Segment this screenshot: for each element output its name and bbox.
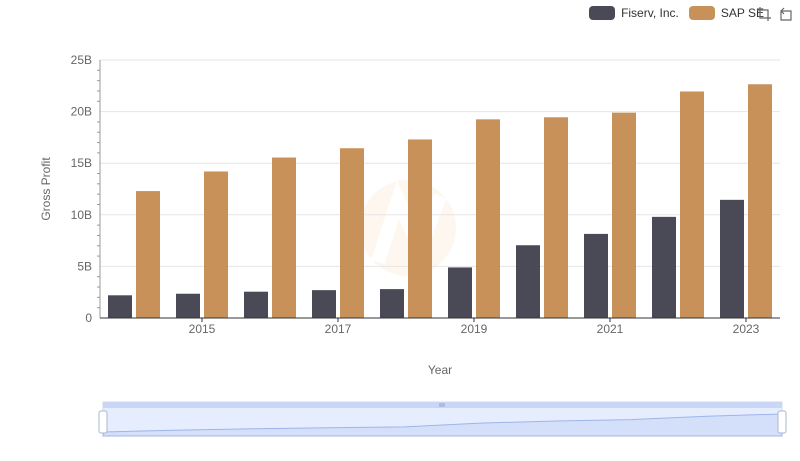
slider-grip-icon[interactable]: [439, 403, 445, 407]
bar-sap-2017[interactable]: [340, 148, 364, 318]
y-tick-label: 15B: [71, 156, 92, 170]
y-tick-label: 10B: [71, 208, 92, 222]
bar-sap-2018[interactable]: [408, 139, 432, 318]
x-tick-label: 2023: [733, 322, 760, 336]
y-tick-label: 5B: [77, 259, 92, 273]
bar-fiserv-2015[interactable]: [176, 293, 200, 318]
legend-label-sap: SAP SE: [720, 6, 764, 20]
chart-toolbar: [756, 6, 794, 22]
zoom-select-icon[interactable]: [756, 6, 772, 22]
bar-sap-2019[interactable]: [476, 119, 500, 318]
x-tick-label: 2017: [325, 322, 352, 336]
y-axis: 0 5B 10B 15B 20B 25B: [71, 53, 101, 325]
legend-swatch-sap: [688, 6, 715, 20]
bars-group: [108, 84, 772, 318]
y-axis-title: Gross Profit: [39, 157, 53, 221]
y-tick-label: 20B: [71, 105, 92, 119]
legend-swatch-fiserv: [589, 6, 616, 20]
bar-fiserv-2020[interactable]: [516, 245, 540, 318]
y-tick-label: 0: [85, 311, 92, 325]
bar-fiserv-2014[interactable]: [108, 295, 132, 318]
bar-fiserv-2017[interactable]: [312, 290, 336, 318]
bar-sap-2015[interactable]: [204, 171, 228, 318]
grid-lines: [100, 59, 780, 319]
legend-label-fiserv: Fiserv, Inc.: [621, 6, 679, 20]
bar-fiserv-2016[interactable]: [244, 291, 268, 318]
x-axis-title: Year: [428, 363, 452, 377]
bar-fiserv-2022[interactable]: [652, 216, 676, 318]
bar-sap-2020[interactable]: [544, 117, 568, 318]
bar-sap-2014[interactable]: [136, 191, 160, 318]
x-tick-label: 2015: [189, 322, 216, 336]
data-zoom-slider[interactable]: [98, 401, 787, 437]
bar-sap-2023[interactable]: [748, 84, 772, 318]
bar-fiserv-2018[interactable]: [380, 289, 404, 318]
zoom-reset-icon[interactable]: [778, 6, 794, 22]
y-tick-label: 25B: [71, 53, 92, 67]
x-tick-label: 2019: [461, 322, 488, 336]
bar-sap-2022[interactable]: [680, 91, 704, 318]
legend-item-sap[interactable]: SAP SE: [688, 6, 764, 20]
bar-sap-2021[interactable]: [612, 112, 636, 318]
bar-fiserv-2023[interactable]: [720, 199, 744, 318]
legend-item-fiserv[interactable]: Fiserv, Inc.: [589, 6, 679, 20]
bar-fiserv-2021[interactable]: [584, 233, 608, 318]
x-axis: 2015 2017 2019 2021 2023: [100, 317, 780, 336]
bar-sap-2016[interactable]: [272, 157, 296, 318]
bar-fiserv-2019[interactable]: [448, 267, 472, 318]
slider-handle-right[interactable]: [777, 410, 787, 434]
slider-handle-left[interactable]: [98, 410, 108, 434]
x-tick-label: 2021: [597, 322, 624, 336]
legend: Fiserv, Inc. SAP SE: [589, 4, 764, 22]
